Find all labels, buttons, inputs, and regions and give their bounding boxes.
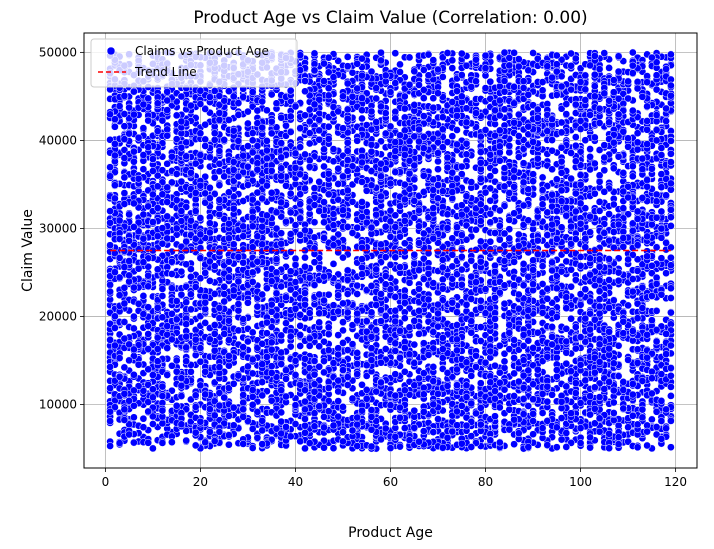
scatter-point: [434, 415, 442, 423]
scatter-point: [296, 322, 305, 330]
scatter-point: [310, 49, 319, 58]
scatter-point: [182, 436, 191, 445]
scatter-point: [225, 440, 233, 449]
scatter-point: [562, 348, 571, 357]
scatter-point: [514, 153, 523, 161]
scatter-point: [500, 357, 509, 366]
scatter-point: [590, 133, 599, 142]
scatter-point: [139, 292, 148, 300]
scatter-point: [543, 441, 552, 449]
scatter-point: [111, 140, 119, 148]
scatter-point: [320, 162, 328, 171]
scatter-point: [648, 415, 656, 424]
scatter-point: [130, 413, 138, 422]
scatter-point: [529, 49, 537, 57]
scatter-point: [448, 132, 457, 141]
scatter-point: [605, 64, 613, 72]
scatter-point: [538, 409, 547, 417]
scatter-point: [562, 359, 571, 368]
scatter-point: [239, 197, 248, 205]
scatter-point: [548, 258, 556, 267]
scatter-point: [158, 116, 167, 125]
scatter-point: [486, 77, 495, 86]
scatter-point: [267, 90, 276, 99]
scatter-point: [329, 157, 338, 166]
scatter-point: [590, 82, 599, 91]
scatter-point: [648, 316, 656, 325]
scatter-point: [324, 290, 333, 299]
scatter-point: [234, 306, 243, 315]
scatter-point: [386, 444, 395, 452]
scatter-point: [491, 361, 499, 370]
scatter-point: [267, 396, 276, 405]
scatter-point: [667, 443, 675, 452]
scatter-point: [524, 402, 533, 410]
scatter-point: [396, 442, 404, 451]
scatter-points: [106, 48, 675, 453]
scatter-point: [667, 294, 675, 302]
scatter-point: [595, 171, 604, 180]
scatter-point: [301, 444, 309, 453]
scatter-point: [609, 88, 618, 97]
scatter-point: [434, 157, 442, 166]
scatter-point: [125, 210, 133, 219]
scatter-point: [481, 188, 490, 197]
scatter-point: [139, 414, 148, 423]
scatter-point: [552, 353, 561, 362]
scatter-point: [538, 173, 547, 182]
scatter-point: [486, 209, 495, 218]
scatter-point: [667, 50, 675, 59]
scatter-point: [628, 48, 637, 57]
scatter-point: [239, 151, 248, 160]
scatter-point: [633, 443, 642, 452]
scatter-point: [467, 328, 476, 337]
scatter-point: [263, 146, 271, 155]
scatter-point: [557, 118, 566, 127]
scatter-point: [657, 144, 666, 152]
scatter-point: [144, 330, 153, 338]
scatter-point: [329, 260, 338, 268]
scatter-point: [552, 443, 561, 452]
scatter-point: [557, 435, 566, 444]
scatter-point: [567, 282, 575, 291]
scatter-point: [600, 166, 609, 175]
scatter-point: [467, 178, 476, 186]
scatter-point: [220, 290, 229, 298]
scatter-point: [106, 442, 114, 450]
scatter-point: [500, 299, 509, 308]
scatter-point: [434, 165, 442, 174]
scatter-point: [495, 368, 504, 377]
scatter-point: [120, 189, 129, 197]
scatter-point: [106, 281, 114, 289]
scatter-point: [586, 228, 594, 237]
scatter-point: [391, 49, 400, 58]
scatter-point: [391, 347, 400, 355]
scatter-point: [301, 397, 309, 406]
scatter-point: [244, 107, 252, 116]
scatter-point: [405, 53, 414, 62]
scatter-point: [168, 152, 176, 161]
